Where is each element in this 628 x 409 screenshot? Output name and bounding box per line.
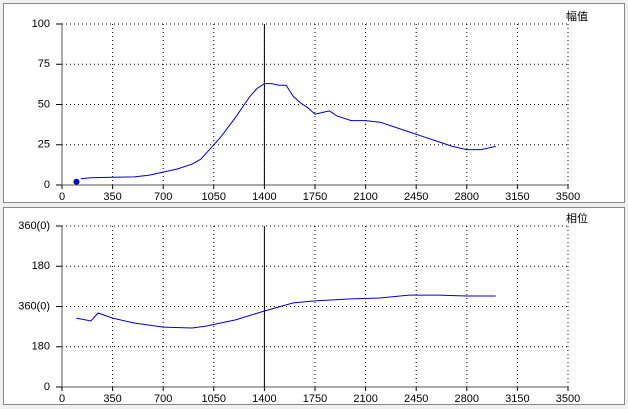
- x-tick-label: 2450: [404, 393, 428, 405]
- x-tick-label: 1750: [303, 393, 327, 405]
- x-tick-label: 2100: [353, 393, 377, 405]
- y-tick-label: 360(0): [18, 220, 50, 232]
- x-tick-label: 1050: [202, 393, 226, 405]
- x-tick-label: 2100: [353, 191, 377, 203]
- chart-title: 相位: [566, 211, 588, 225]
- panel-frame: [3, 3, 625, 203]
- x-tick-label: 700: [154, 393, 172, 405]
- x-tick-label: 700: [154, 191, 172, 203]
- x-tick-label: 3150: [505, 191, 529, 203]
- x-tick-label: 1400: [252, 393, 276, 405]
- x-tick-label: 0: [59, 191, 65, 203]
- y-tick-label: 50: [38, 98, 50, 110]
- x-tick-label: 2800: [455, 393, 479, 405]
- chart-title: 幅值: [566, 10, 588, 23]
- data-line: [76, 294, 496, 329]
- x-tick-label: 3500: [556, 191, 580, 203]
- x-tick-label: 1750: [303, 191, 327, 203]
- x-tick-label: 3150: [505, 393, 529, 405]
- x-tick-label: 2800: [455, 191, 479, 203]
- data-line: [80, 83, 496, 180]
- x-tick-label: 350: [103, 393, 121, 405]
- y-tick-label: 0: [44, 381, 50, 393]
- y-tick-label: 180: [32, 260, 50, 272]
- x-tick-label: 2450: [404, 191, 428, 203]
- y-tick-label: 75: [38, 58, 50, 70]
- y-tick-label: 100: [32, 18, 50, 30]
- x-tick-label: 350: [103, 191, 121, 203]
- x-tick-label: 1050: [202, 191, 226, 203]
- y-tick-label: 0: [44, 179, 50, 191]
- y-tick-label: 180: [32, 341, 50, 353]
- marker-point: [73, 178, 80, 185]
- y-tick-label: 25: [38, 139, 50, 151]
- x-tick-label: 1400: [252, 191, 276, 203]
- x-tick-label: 0: [59, 393, 65, 405]
- x-tick-label: 3500: [556, 393, 580, 405]
- y-tick-label: 360(0): [18, 300, 50, 312]
